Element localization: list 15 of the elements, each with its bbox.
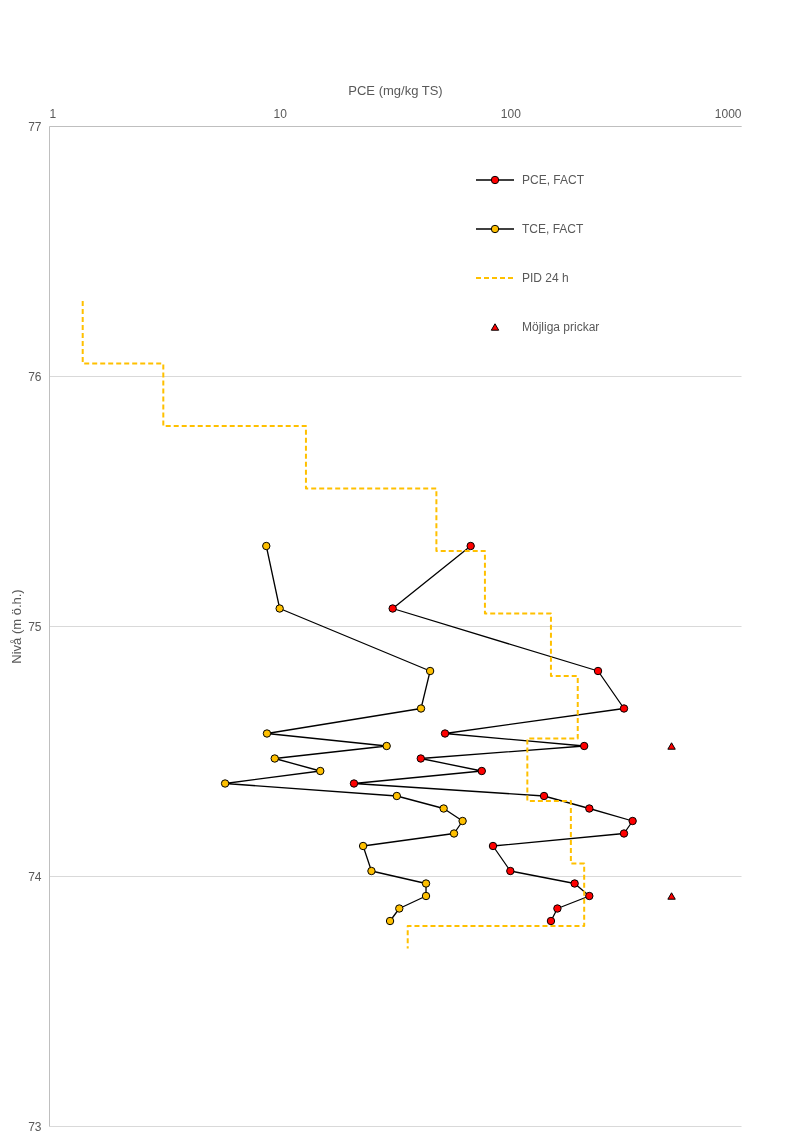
y-tick-label: 74 — [28, 869, 42, 884]
y-tick-label: 77 — [28, 119, 42, 134]
legend-label: PID 24 h — [522, 271, 569, 285]
legend-label: Möjliga prickar — [522, 320, 600, 334]
x-tick-label: 10 — [273, 106, 288, 121]
x-tick-label: 1000 — [714, 106, 742, 121]
y-axis-title: Nivå (m ö.h.) — [9, 589, 25, 664]
x-axis-title: PCE (mg/kg TS) — [348, 82, 443, 98]
x-tick-label: 100 — [500, 106, 522, 121]
x-tick-label: 1 — [49, 106, 57, 121]
y-tick-label: 75 — [28, 619, 42, 634]
y-tick-label: 73 — [28, 1119, 42, 1134]
legend-label: PCE, FACT — [522, 173, 585, 187]
y-tick-label: 76 — [28, 369, 42, 384]
legend-label: TCE, FACT — [522, 222, 585, 236]
